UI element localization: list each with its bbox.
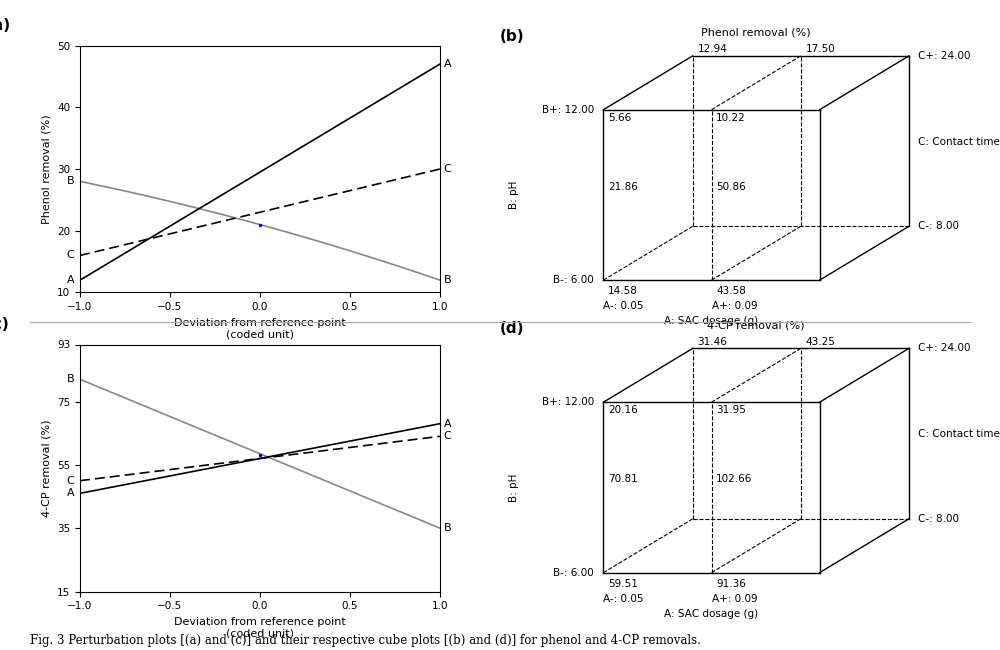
Text: 43.58: 43.58 (716, 286, 746, 296)
Text: 43.25: 43.25 (806, 337, 835, 347)
Y-axis label: 4-CP removal (%): 4-CP removal (%) (41, 419, 51, 517)
Text: B+: 12.00: B+: 12.00 (542, 105, 594, 114)
Text: A+: 0.09: A+: 0.09 (712, 301, 757, 311)
Text: 14.58: 14.58 (608, 286, 638, 296)
Text: 21.86: 21.86 (608, 182, 638, 192)
Text: A: A (67, 275, 75, 285)
Text: 91.36: 91.36 (716, 578, 746, 589)
Text: (b): (b) (500, 29, 525, 44)
Text: B: B (444, 523, 451, 533)
Text: A: SAC dosage (g): A: SAC dosage (g) (664, 316, 759, 326)
Text: B-: 6.00: B-: 6.00 (553, 567, 594, 578)
Text: B: B (67, 176, 75, 187)
Text: 12.94: 12.94 (697, 44, 727, 55)
Text: A-: 0.05: A-: 0.05 (603, 593, 644, 604)
Text: B+: 12.00: B+: 12.00 (542, 397, 594, 407)
Text: Phenol removal (%): Phenol removal (%) (701, 28, 811, 38)
X-axis label: Deviation from reference point
(coded unit): Deviation from reference point (coded un… (174, 318, 346, 339)
Text: 31.46: 31.46 (697, 337, 727, 347)
Text: 102.66: 102.66 (716, 474, 753, 484)
Text: C: Contact time (h): C: Contact time (h) (918, 428, 1000, 439)
Text: 70.81: 70.81 (608, 474, 638, 484)
Text: B: B (444, 275, 451, 285)
Text: 59.51: 59.51 (608, 578, 638, 589)
Text: 4-CP removal (%): 4-CP removal (%) (707, 320, 805, 330)
Text: (d): (d) (500, 322, 524, 337)
Text: A: A (444, 59, 451, 69)
Text: B: pH: B: pH (509, 473, 519, 502)
Text: Fig. 3 Perturbation plots [(a) and (c)] and their respective cube plots [(b) and: Fig. 3 Perturbation plots [(a) and (c)] … (30, 634, 701, 647)
Y-axis label: Phenol removal (%): Phenol removal (%) (42, 114, 52, 224)
Text: C: C (67, 476, 75, 486)
Text: C: C (67, 250, 75, 261)
Text: (c): (c) (0, 317, 9, 332)
Text: A: A (444, 419, 451, 428)
Text: A+: 0.09: A+: 0.09 (712, 593, 757, 604)
Text: 31.95: 31.95 (716, 405, 746, 415)
Text: 20.16: 20.16 (608, 405, 638, 415)
Text: C+: 24.00: C+: 24.00 (918, 51, 971, 61)
Text: A-: 0.05: A-: 0.05 (603, 301, 644, 311)
Text: C+: 24.00: C+: 24.00 (918, 343, 971, 354)
Text: C: Contact time (h): C: Contact time (h) (918, 136, 1000, 146)
Text: B-: 6.00: B-: 6.00 (553, 275, 594, 285)
Text: 50.86: 50.86 (716, 182, 746, 192)
Text: (a): (a) (0, 18, 11, 33)
Text: 5.66: 5.66 (608, 112, 631, 123)
X-axis label: Deviation from reference point
(coded unit): Deviation from reference point (coded un… (174, 617, 346, 638)
Text: C-: 8.00: C-: 8.00 (918, 514, 959, 524)
Text: A: A (67, 488, 75, 499)
Text: A: SAC dosage (g): A: SAC dosage (g) (664, 608, 759, 619)
Text: C: C (444, 164, 451, 174)
Text: C: C (444, 432, 451, 441)
Text: C-: 8.00: C-: 8.00 (918, 222, 959, 231)
Text: B: B (67, 374, 75, 384)
Text: 17.50: 17.50 (806, 44, 835, 55)
Text: 10.22: 10.22 (716, 112, 746, 123)
Text: B: pH: B: pH (509, 181, 519, 209)
